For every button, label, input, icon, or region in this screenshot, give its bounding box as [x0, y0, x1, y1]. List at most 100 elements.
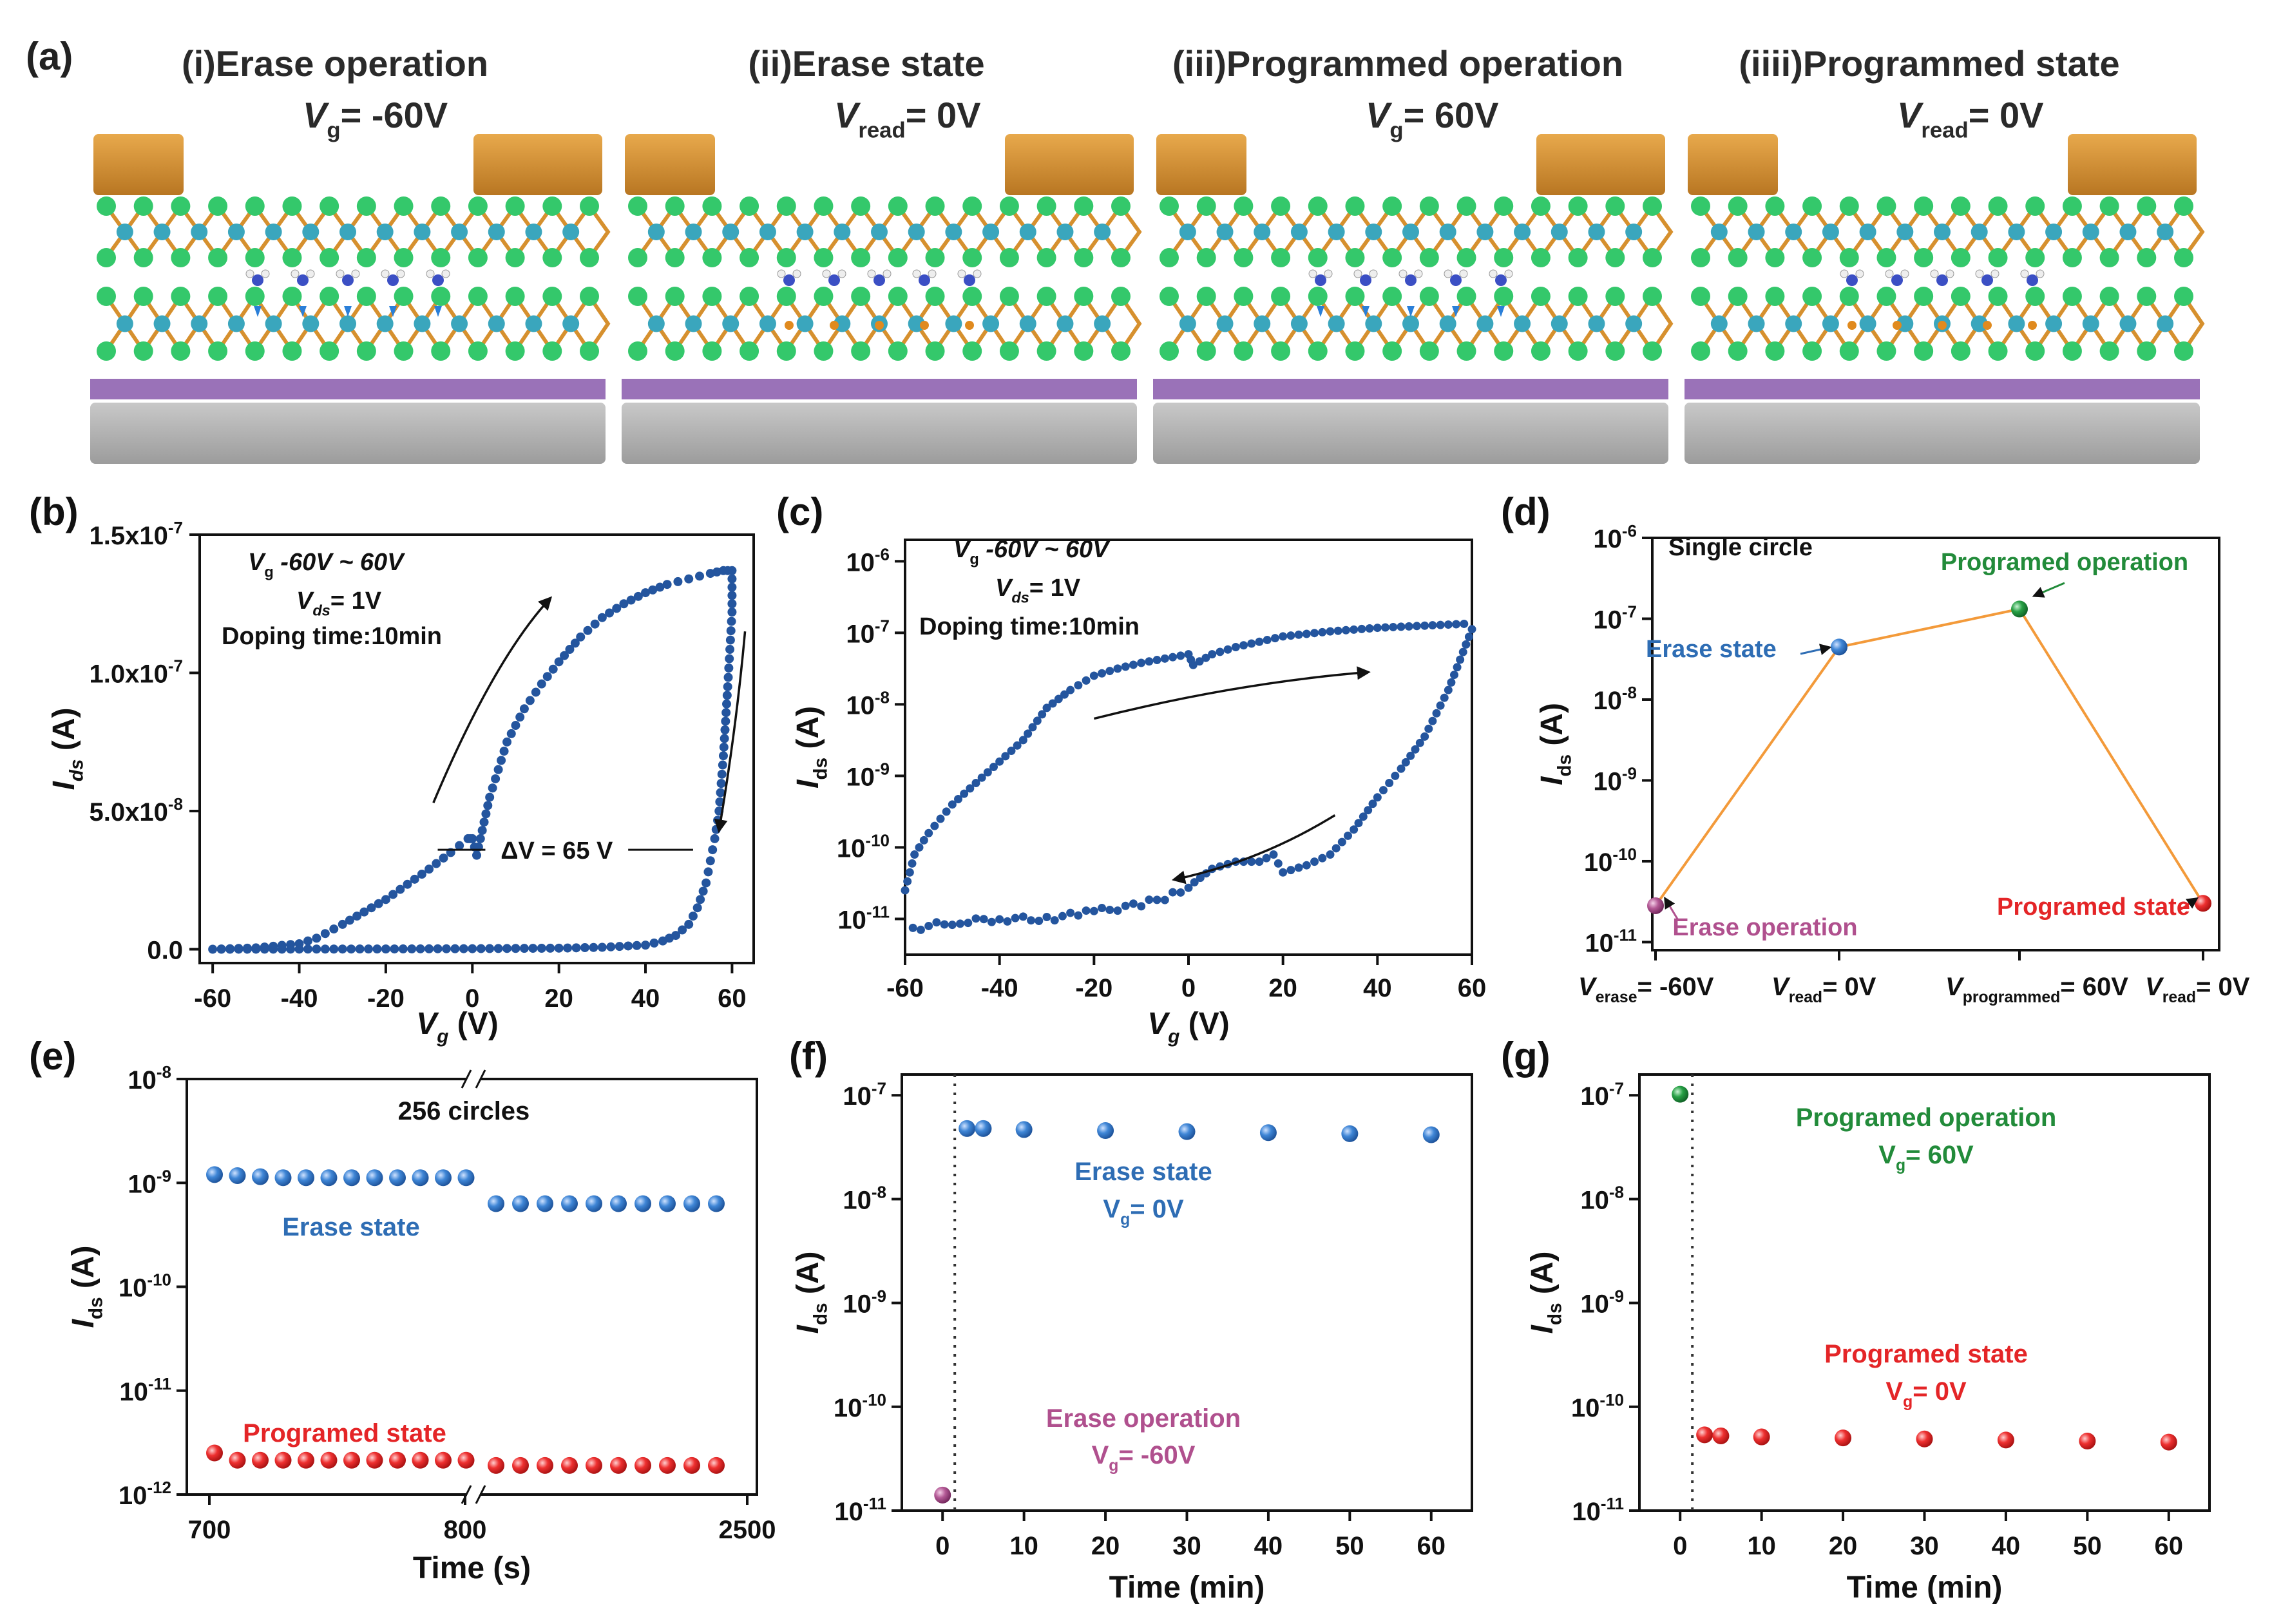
axis-break	[475, 1069, 486, 1089]
data-point	[511, 721, 520, 731]
data-point	[723, 673, 733, 682]
metal-atom	[116, 315, 133, 332]
tick-base: 10	[837, 906, 866, 934]
dopant-molecule	[783, 274, 795, 286]
label-sub: g	[1109, 1457, 1118, 1475]
electrode-right	[1005, 134, 1134, 195]
sulfur-atom	[1988, 287, 2008, 306]
metal-atom	[2082, 224, 2099, 240]
data-point	[1262, 854, 1271, 863]
sulfur-atom	[2062, 248, 2082, 267]
label-rest: (A)	[1525, 1251, 1560, 1303]
label-var: V	[995, 575, 1013, 602]
sulfur-atom	[1914, 341, 1934, 361]
label-var: V	[1945, 973, 1965, 1001]
electrode-right	[2068, 134, 2197, 195]
data-point	[472, 850, 481, 860]
sulfur-atom	[2099, 196, 2119, 216]
x-tick-label: 50	[2073, 1532, 2102, 1560]
sulfur-atom	[394, 196, 414, 216]
data-point	[908, 923, 917, 932]
data-point	[1231, 643, 1240, 652]
data-point	[381, 944, 390, 954]
sulfur-atom	[468, 196, 488, 216]
metal-atom	[1476, 315, 1494, 332]
annotation: Doping time:10min	[919, 613, 1140, 640]
sulfur-atom	[628, 287, 647, 306]
stage-title: (ii)Erase state	[748, 43, 984, 84]
data-point	[930, 821, 939, 830]
metal-atom	[1896, 315, 1914, 332]
data-point	[338, 919, 347, 929]
data-point	[655, 582, 665, 592]
data-point	[312, 944, 321, 954]
metal-atom	[1402, 315, 1419, 332]
sulfur-atom	[245, 196, 265, 216]
data-point	[525, 696, 535, 705]
y-tick-label: 10-10	[837, 831, 890, 863]
data-point	[910, 850, 919, 859]
metal-atom	[871, 224, 888, 240]
sulfur-atom	[1643, 196, 1662, 216]
data-point	[716, 788, 725, 798]
tick-base: 10	[119, 1274, 148, 1303]
sulfur-atom	[542, 196, 562, 216]
sulfur-atom	[1456, 341, 1476, 361]
data-point	[1195, 657, 1204, 666]
sulfur-atom	[208, 196, 228, 216]
dopant-molecule	[1846, 274, 1858, 286]
data-point	[1997, 1431, 2014, 1449]
metal-atom	[834, 224, 851, 240]
sulfur-atom	[925, 341, 945, 361]
label-rest: (V)	[1179, 1007, 1229, 1041]
dopant-molecule	[1945, 269, 1954, 278]
data-point	[1247, 857, 1256, 866]
data-point	[1464, 633, 1473, 642]
data-point	[320, 929, 330, 939]
sulfur-atom	[776, 248, 796, 267]
data-point	[915, 843, 924, 852]
dopant-molecule	[1936, 274, 1948, 286]
data-point	[488, 1195, 504, 1212]
dopant-molecule	[432, 274, 444, 286]
data-point	[632, 941, 642, 950]
sulfur-atom	[97, 287, 116, 306]
data-point	[488, 1457, 504, 1474]
data-point	[1033, 716, 1042, 725]
data-point	[606, 942, 616, 951]
sulfur-atom	[208, 341, 228, 361]
sulfur-atom	[1271, 196, 1291, 216]
label-rest: (A)	[66, 1245, 100, 1297]
metal-atom	[1179, 224, 1196, 240]
annotation: Vg -60V ~ 60V	[248, 549, 405, 580]
annotation: Vg= -60V	[1092, 1441, 1196, 1475]
label-var: I	[66, 1319, 100, 1328]
data-point	[1160, 654, 1169, 663]
axis-break-mask	[467, 1485, 480, 1504]
metal-atom	[525, 224, 542, 240]
sulfur-atom	[665, 341, 685, 361]
sulfur-atom	[356, 341, 376, 361]
metal-atom	[488, 224, 505, 240]
data-point	[537, 1195, 553, 1212]
sulfur-atom	[320, 341, 339, 361]
sulfur-atom	[1643, 341, 1662, 361]
tick-exp: -11	[863, 1494, 886, 1513]
metal-atom	[722, 224, 740, 240]
sulfur-atom	[1036, 248, 1056, 267]
dopant-molecule	[1405, 274, 1417, 286]
data-point	[548, 664, 558, 674]
metal-atom	[1254, 315, 1271, 332]
sulfur-atom	[245, 287, 265, 306]
label-arrow	[1664, 896, 1679, 921]
sulfur-atom	[282, 196, 302, 216]
dopant-molecule	[867, 269, 876, 278]
data-point	[364, 944, 374, 954]
data-point	[1420, 621, 1429, 630]
tick-exp: -11	[1614, 926, 1637, 945]
data-point	[1422, 1126, 1440, 1143]
sulfur-atom	[1914, 287, 1934, 306]
data-point	[537, 679, 546, 689]
sulfur-atom	[1345, 248, 1365, 267]
dopant-molecule	[957, 269, 966, 278]
